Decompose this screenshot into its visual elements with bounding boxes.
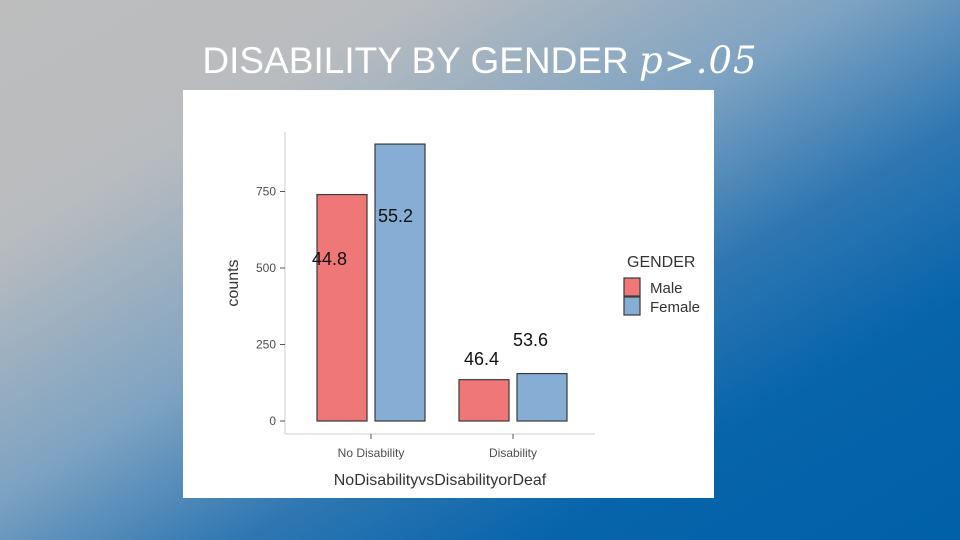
y-ticks: 0 250 500 750 bbox=[256, 185, 285, 428]
bar-disability-male bbox=[458, 379, 510, 422]
legend-label-male: Male bbox=[650, 280, 683, 297]
y-tick-label: 250 bbox=[256, 338, 276, 352]
slide-title-text: DISABILITY BY GENDER bbox=[202, 40, 640, 81]
label-no-disability-male: 44.8 bbox=[312, 249, 348, 269]
x-tick-label: Disability bbox=[489, 446, 537, 460]
slide-title: DISABILITY BY GENDER p>.05 bbox=[0, 36, 960, 86]
legend-swatch-male bbox=[623, 277, 641, 297]
y-tick-label: 750 bbox=[256, 185, 276, 199]
x-axis-title: NoDisabilityvsDisabilityorDeaf bbox=[334, 472, 547, 489]
legend: GENDER Male Female bbox=[623, 254, 700, 316]
y-tick-label: 500 bbox=[256, 261, 276, 275]
legend-swatch-female bbox=[623, 296, 641, 316]
bars bbox=[316, 143, 568, 422]
slide-title-pvalue: p>.05 bbox=[639, 39, 758, 82]
label-disability-female: 53.6 bbox=[513, 330, 549, 350]
y-tick-label: 0 bbox=[269, 414, 276, 428]
legend-title: GENDER bbox=[627, 254, 695, 271]
x-tick-label: No Disability bbox=[338, 446, 405, 460]
bar-chart: 0 250 500 750 No Disability Disability count… bbox=[225, 132, 700, 489]
bar-no-disability-male bbox=[316, 193, 368, 422]
label-disability-male: 46.4 bbox=[464, 349, 500, 369]
chart-panel: 0 250 500 750 No Disability Disability count… bbox=[183, 90, 714, 498]
bar-disability-female bbox=[516, 372, 568, 422]
axes bbox=[284, 132, 595, 435]
y-axis-title: counts bbox=[225, 259, 242, 306]
bar-no-disability-female bbox=[374, 143, 426, 422]
label-no-disability-female: 55.2 bbox=[378, 206, 414, 226]
legend-label-female: Female bbox=[650, 299, 700, 316]
x-ticks: No Disability Disability bbox=[338, 434, 537, 460]
